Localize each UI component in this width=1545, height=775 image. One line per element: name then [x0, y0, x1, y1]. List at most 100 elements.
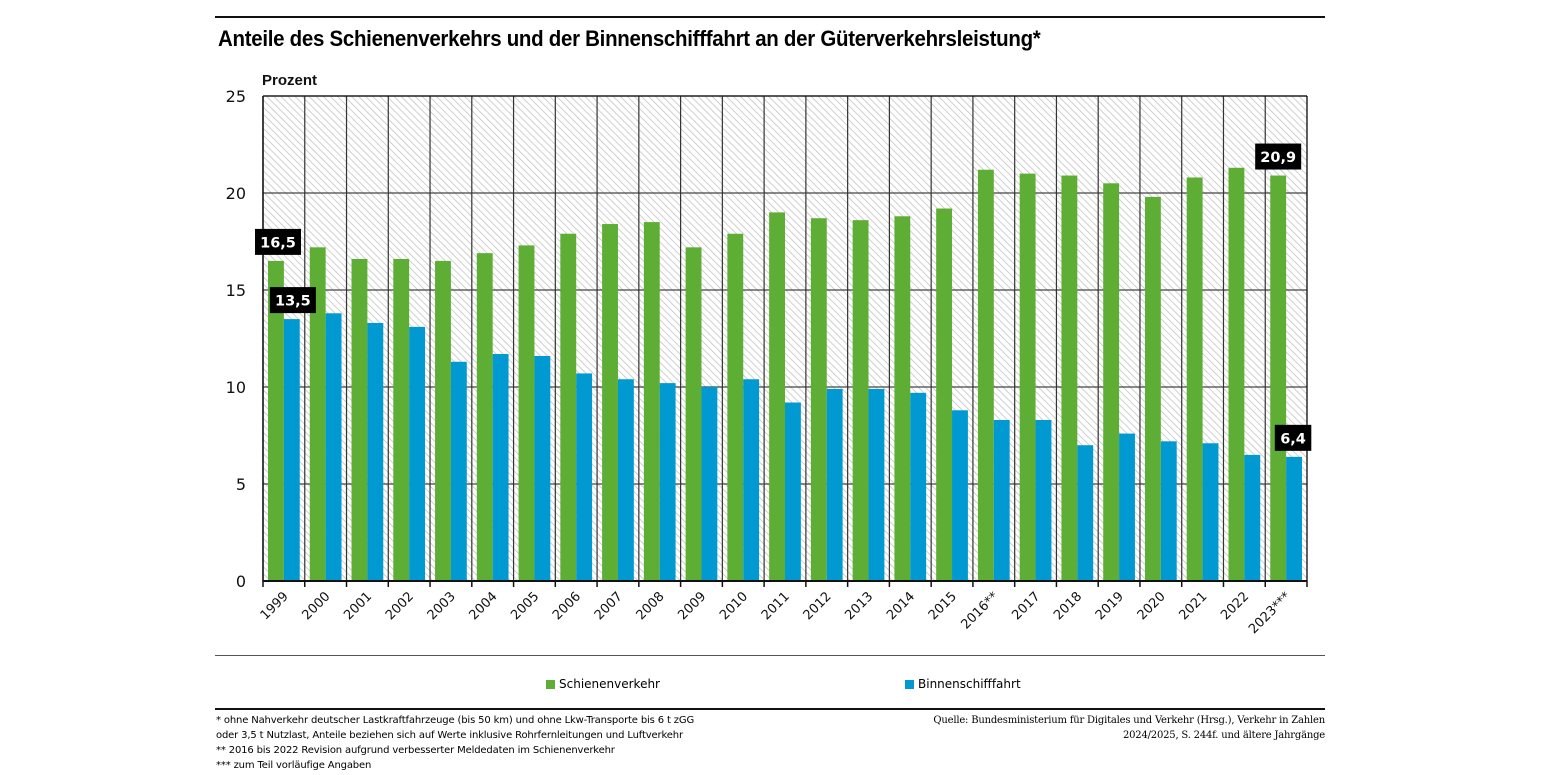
x-tick-label: 2010 [717, 589, 751, 623]
bar-binnenschifffahrt [952, 410, 968, 581]
data-label: 16,5 [255, 228, 302, 255]
bar-binnenschifffahrt [826, 388, 843, 581]
x-tick-label: 2019 [1093, 589, 1127, 623]
footnotes: * ohne Nahverkehr deutscher Lastkraftfah… [216, 713, 694, 773]
x-tick-label: 2007 [592, 589, 626, 623]
x-tick-label: 2014 [884, 589, 918, 623]
bar-binnenschifffahrt [701, 387, 718, 581]
data-label-box [269, 287, 316, 314]
data-label-text: 20,9 [1260, 150, 1296, 166]
bar-binnenschifffahrt [450, 361, 467, 581]
bar-binnenschifffahrt [910, 392, 927, 581]
bar-binnenschifffahrt [743, 379, 760, 581]
bar-binnenschifffahrt [1035, 419, 1052, 581]
bar-schienenverkehr [476, 253, 493, 581]
footer-rule [215, 708, 1325, 710]
data-label: 20,9 [1255, 143, 1302, 170]
data-label-text: 6,4 [1280, 431, 1306, 447]
x-tick-label: 2018 [1051, 589, 1085, 623]
legend-swatch-green [546, 679, 555, 689]
source-line: Quelle: Bundesministerium für Digitales … [933, 715, 1325, 726]
data-label-box [1274, 424, 1312, 451]
data-label-box [1255, 143, 1302, 170]
bar-binnenschifffahrt [1077, 445, 1094, 581]
bar-binnenschifffahrt [1202, 443, 1219, 581]
x-tick-label: 2005 [508, 589, 542, 623]
bar-schienenverkehr [560, 233, 577, 582]
bar-schienenverkehr [1144, 196, 1161, 581]
y-tick-label: 10 [226, 378, 246, 397]
y-axis-title: Prozent [262, 72, 317, 89]
legend-swatch-blue [905, 679, 914, 689]
bar-schienenverkehr [1103, 183, 1120, 582]
source-line: 2024/2025, S. 244f. und ältere Jahrgänge [1122, 730, 1325, 741]
x-tick-label: 2023*** [1246, 589, 1294, 637]
x-tick-label: 2021 [1176, 589, 1210, 623]
footnote-line: * ohne Nahverkehr deutscher Lastkraftfah… [216, 715, 695, 726]
y-tick-label: 20 [226, 184, 246, 203]
x-tick-label: 2004 [467, 589, 501, 623]
data-label: 13,5 [269, 287, 316, 314]
footnote-line: oder 3,5 t Nutzlast, Anteile beziehen si… [216, 730, 683, 741]
bar-binnenschifffahrt [659, 383, 676, 581]
bar-binnenschifffahrt [868, 388, 885, 581]
y-tick-label: 15 [226, 281, 246, 300]
bar-schienenverkehr [1228, 167, 1245, 581]
bar-schienenverkehr [810, 218, 827, 581]
bar-schienenverkehr [309, 247, 326, 581]
bar-schienenverkehr [518, 245, 535, 581]
data-label: 6,4 [1274, 424, 1312, 451]
x-tick-label: 2013 [842, 589, 876, 623]
bar-schienenverkehr [936, 208, 953, 581]
bar-schienenverkehr [435, 260, 451, 581]
bar-schienenverkehr [727, 233, 744, 582]
x-tick-label: 2003 [425, 589, 459, 623]
bar-schienenverkehr [268, 260, 284, 581]
legend-item-schienenverkehr: Schienenverkehr [546, 677, 660, 691]
bar-schienenverkehr [769, 212, 785, 581]
x-tick-label: 2009 [675, 589, 709, 623]
x-tick-label: 2022 [1218, 589, 1252, 623]
top-rule [215, 16, 1325, 18]
y-tick-label: 5 [236, 475, 246, 494]
bar-schienenverkehr [393, 258, 410, 581]
x-tick-label: 2020 [1135, 589, 1169, 623]
bar-binnenschifffahrt [409, 326, 426, 581]
bar-schienenverkehr [351, 258, 368, 581]
bar-binnenschifffahrt [367, 322, 384, 581]
footnote-line: *** zum Teil vorläufige Angaben [216, 760, 372, 771]
x-tick-label: 2006 [550, 589, 584, 623]
bar-binnenschifffahrt [283, 319, 300, 581]
bar-binnenschifffahrt [576, 373, 593, 581]
bar-binnenschifffahrt [325, 313, 342, 581]
y-tick-label: 25 [226, 87, 246, 106]
x-tick-label: 2011 [759, 589, 793, 623]
bar-binnenschifffahrt [1160, 441, 1177, 581]
chart-title: Anteile des Schienenverkehrs und der Bin… [218, 26, 1041, 51]
bar-binnenschifffahrt [492, 354, 509, 581]
bar-binnenschifffahrt [785, 402, 801, 581]
x-tick-label: 2008 [634, 589, 668, 623]
bar-schienenverkehr [852, 220, 869, 581]
x-tick-label: 2016** [958, 589, 1002, 633]
bar-binnenschifffahrt [1286, 456, 1302, 581]
legend-label: Binnenschifffahrt [918, 677, 1021, 691]
data-label-text: 16,5 [260, 235, 296, 251]
data-label-text: 13,5 [275, 294, 311, 310]
y-tick-label: 0 [236, 572, 246, 591]
bar-binnenschifffahrt [993, 419, 1010, 581]
legend-item-binnenschifffahrt: Binnenschifffahrt [905, 677, 1021, 691]
bar-binnenschifffahrt [1244, 454, 1261, 581]
bar-schienenverkehr [977, 169, 994, 581]
bar-schienenverkehr [685, 247, 702, 581]
x-tick-label: 2002 [383, 589, 417, 623]
legend-separator [215, 655, 1325, 656]
bar-schienenverkehr [602, 224, 618, 582]
legend-label: Schienenverkehr [559, 677, 660, 691]
data-label-box [255, 228, 302, 255]
x-tick-label: 2017 [1009, 589, 1043, 623]
bar-binnenschifffahrt [617, 379, 634, 581]
bar-schienenverkehr [1186, 177, 1203, 582]
bar-schienenverkehr [643, 222, 660, 581]
